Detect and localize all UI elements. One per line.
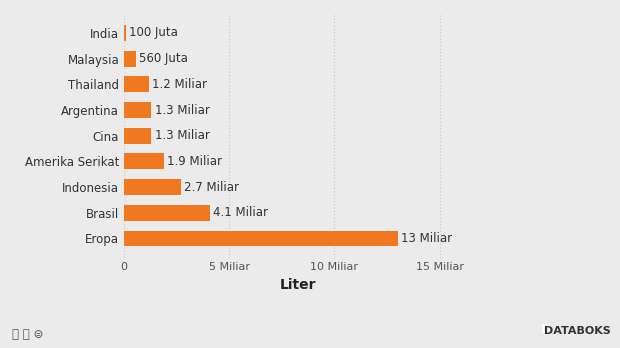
Text: 560 Juta: 560 Juta [139,52,188,65]
Bar [124,102,151,118]
Text: ⓒ ⓘ ⊜: ⓒ ⓘ ⊜ [12,328,44,341]
Text: DATABOKS: DATABOKS [544,326,611,336]
Bar [124,230,397,246]
Bar [124,128,151,144]
Text: 1.9 Miliar: 1.9 Miliar [167,155,222,168]
Text: 1.3 Miliar: 1.3 Miliar [154,103,210,117]
Bar [124,76,149,92]
Bar [124,179,181,195]
Text: 1.2 Miliar: 1.2 Miliar [153,78,208,91]
Text: 13 Miliar: 13 Miliar [401,232,452,245]
Text: 2.7 Miliar: 2.7 Miliar [184,181,239,193]
X-axis label: Liter: Liter [280,278,316,292]
Bar [124,25,126,41]
Text: 100 Juta: 100 Juta [129,26,178,39]
Bar [124,51,136,66]
Text: D: D [541,323,551,337]
Bar [124,205,210,221]
Bar [124,153,164,169]
Text: 4.1 Miliar: 4.1 Miliar [213,206,268,219]
Text: 1.3 Miliar: 1.3 Miliar [154,129,210,142]
